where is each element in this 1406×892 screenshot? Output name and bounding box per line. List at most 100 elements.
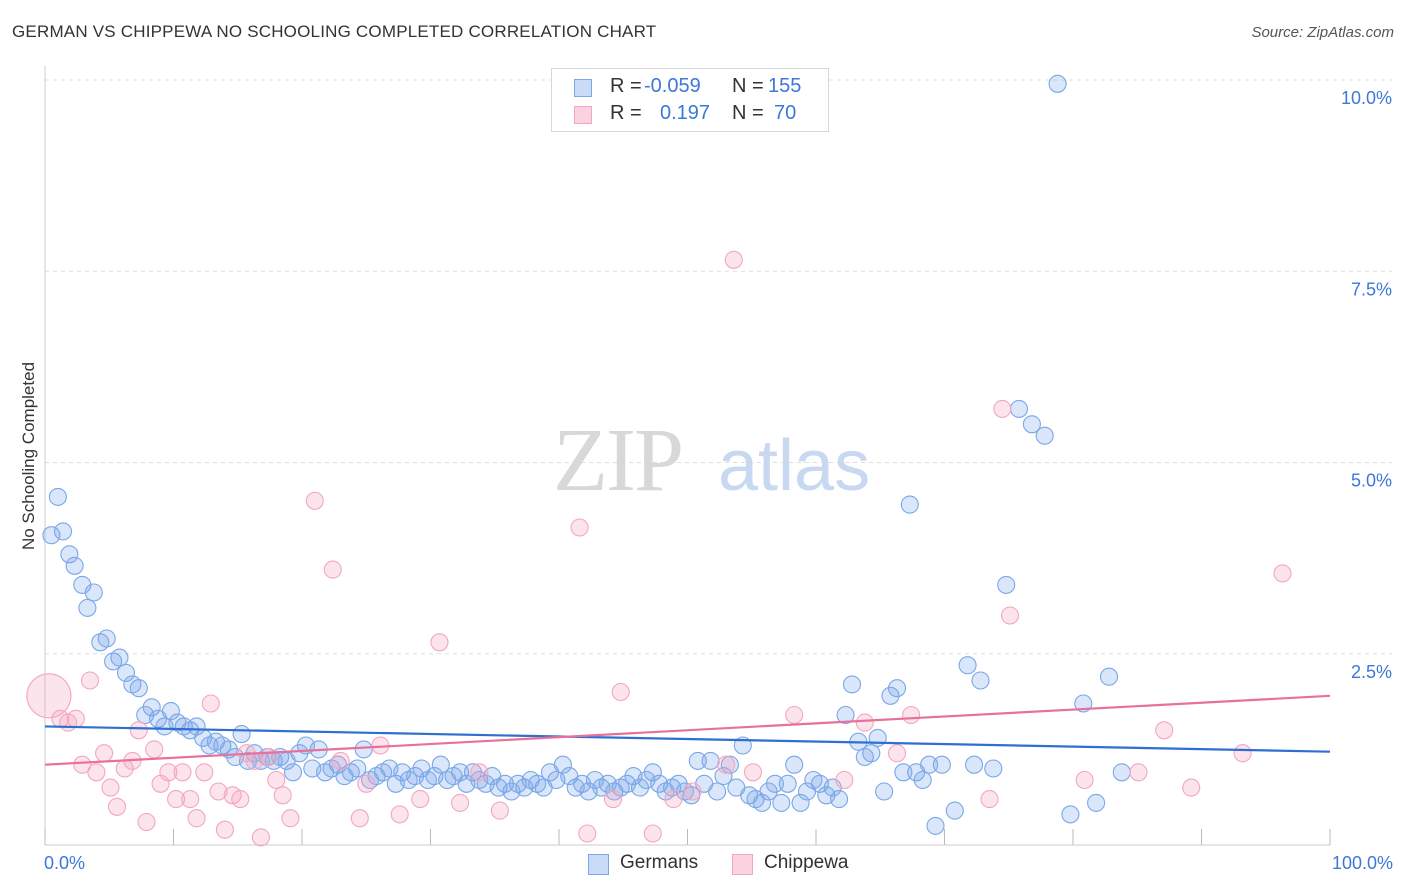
- chippewa-point: [1075, 770, 1094, 790]
- german-point: [187, 717, 206, 736]
- r-value: -0.059: [644, 75, 701, 97]
- german-point: [913, 770, 932, 790]
- german-point: [238, 751, 258, 770]
- chippewa-point: [159, 763, 178, 782]
- chippewa-trend-line: [44, 694, 1331, 766]
- german-point: [881, 686, 900, 705]
- chippewa-point: [187, 809, 206, 828]
- chippewa-point: [145, 740, 164, 759]
- y-tick-label: 10.0%: [1341, 88, 1392, 108]
- german-point: [945, 801, 964, 820]
- german-point: [630, 778, 650, 797]
- german-point: [932, 755, 951, 774]
- watermark-atlas: atlas: [718, 426, 870, 506]
- chippewa-point: [643, 824, 662, 843]
- label-layer: 2.5% 5.0% 7.5% 10.0% 0.0% 100.0% No Schooling …: [19, 88, 1393, 873]
- chippewa-point: [887, 744, 907, 763]
- german-point: [60, 545, 79, 564]
- chippewa-point: [611, 682, 630, 702]
- chippewa-point: [95, 744, 114, 763]
- chippewa-point: [259, 747, 278, 767]
- chippewa-point: [717, 755, 736, 774]
- chippewa-point: [305, 491, 324, 510]
- chippewa-point: [470, 763, 489, 782]
- german-point: [887, 679, 907, 698]
- chippewa-point: [129, 721, 148, 740]
- chippewa-swatch: [574, 106, 592, 124]
- x-tick-label-right: 100.0%: [1332, 853, 1393, 873]
- german-point: [836, 705, 855, 725]
- german-point: [778, 774, 797, 793]
- chippewa-point: [683, 782, 702, 801]
- chippewa-point: [390, 805, 409, 824]
- german-point: [84, 583, 103, 602]
- chippewa-point: [80, 671, 100, 690]
- german-point: [830, 790, 849, 809]
- german-point: [42, 526, 61, 545]
- german-point: [875, 782, 894, 801]
- y-tick-label: 5.0%: [1351, 471, 1392, 491]
- chippewa-point: [267, 770, 286, 790]
- chippewa-legend-label: Chippewa: [764, 852, 849, 873]
- chippewa-point: [743, 763, 763, 782]
- watermark: ZIP atlas: [553, 411, 870, 510]
- german-point: [354, 740, 373, 759]
- german-point: [785, 755, 804, 774]
- german-point: [1048, 74, 1067, 93]
- german-point: [752, 793, 772, 812]
- german-point: [110, 648, 129, 667]
- german-point: [965, 755, 984, 774]
- grid-layer: [45, 79, 1392, 655]
- chippewa-point: [411, 790, 430, 809]
- correlation-legend: R = -0.059 N = 155 R = 0.197 N = 70: [551, 68, 829, 132]
- german-point: [116, 663, 136, 682]
- n-value: 155: [768, 75, 802, 97]
- chippewa-point: [281, 809, 300, 828]
- german-point: [643, 763, 662, 782]
- german-point: [1112, 763, 1131, 782]
- german-point: [348, 759, 367, 778]
- german-point: [1009, 399, 1029, 418]
- chippewa-point: [1233, 744, 1252, 763]
- german-point: [984, 759, 1003, 778]
- chippewa-point: [73, 755, 92, 774]
- german-point: [1061, 805, 1080, 824]
- german-point: [971, 671, 990, 690]
- german-point: [1087, 793, 1106, 812]
- german-point: [97, 629, 116, 648]
- german-point: [791, 793, 810, 812]
- german-point: [142, 698, 161, 717]
- german-point: [701, 751, 720, 770]
- german-point: [958, 656, 977, 675]
- chippewa-point: [902, 705, 921, 725]
- german-point: [997, 575, 1016, 594]
- chippewa-point: [323, 560, 342, 579]
- chippewa-point: [1273, 564, 1292, 583]
- chippewa-point: [87, 763, 106, 782]
- chippewa-point: [209, 782, 228, 801]
- germans-swatch: [574, 79, 592, 97]
- chippewa-point: [66, 709, 85, 728]
- chippewa-point: [1182, 778, 1201, 797]
- chippewa-point: [231, 790, 250, 809]
- chippewa-point: [490, 801, 509, 820]
- n-label: N =: [732, 102, 764, 124]
- german-point: [842, 675, 862, 694]
- german-point: [232, 725, 251, 744]
- german-point: [283, 763, 303, 782]
- chippewa-point: [357, 774, 376, 793]
- n-value: 70: [774, 102, 797, 124]
- chippewa-point: [451, 793, 470, 812]
- chippewa-point: [201, 694, 220, 713]
- chippewa-legend-swatch: [732, 854, 753, 875]
- chippewa-point: [835, 770, 854, 790]
- trend-layer: [44, 694, 1331, 766]
- chippewa-point: [215, 820, 234, 839]
- chippewa-point: [1129, 763, 1148, 782]
- chart-title: GERMAN VS CHIPPEWA NO SCHOOLING COMPLETE…: [12, 22, 657, 41]
- chippewa-point: [1155, 721, 1174, 740]
- r-value: 0.197: [660, 102, 711, 124]
- chippewa-point: [993, 399, 1012, 418]
- chippewa-point: [251, 828, 270, 847]
